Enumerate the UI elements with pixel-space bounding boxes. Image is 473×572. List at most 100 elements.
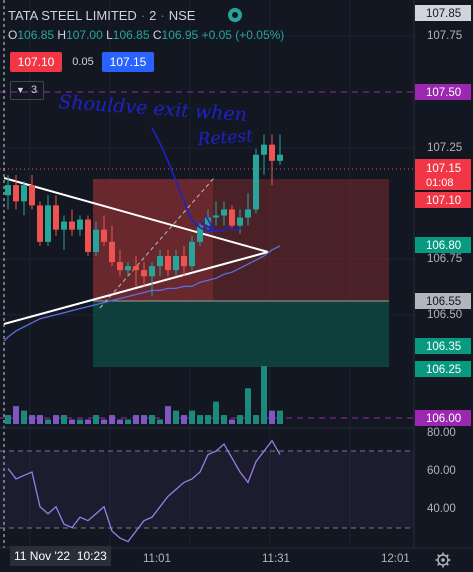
volume-bar xyxy=(109,415,115,424)
volume-bar xyxy=(117,419,123,424)
candle-body xyxy=(101,229,107,242)
chevron-down-icon: ▼ xyxy=(16,85,25,95)
buy-button[interactable]: 107.15 xyxy=(102,52,154,72)
annotation-arrow xyxy=(151,127,215,232)
target-zone[interactable] xyxy=(93,301,389,367)
annotation-text-line1: Shouldve exit when xyxy=(58,91,248,126)
handwritten-annotation[interactable] xyxy=(151,127,241,233)
lower-trendline[interactable] xyxy=(3,251,269,325)
candle-body xyxy=(77,219,83,230)
volume-bar xyxy=(213,401,219,424)
annotation-text-line2: Retest xyxy=(196,126,254,150)
price-tick-107-75: 107.75 xyxy=(427,30,462,42)
close-label: C xyxy=(152,28,162,42)
price-label-r1: 106.35 xyxy=(426,341,461,353)
upper-trendline[interactable] xyxy=(3,177,269,253)
price-label-level-mid-bg xyxy=(415,237,471,253)
candle-body xyxy=(125,266,131,271)
candle-body xyxy=(85,219,91,252)
stop-loss-zone[interactable] xyxy=(93,179,389,301)
rsi-tick-60: 60.00 xyxy=(427,465,456,477)
volume-bar xyxy=(181,415,187,424)
candle-body xyxy=(69,221,75,230)
volume-bars xyxy=(5,366,283,424)
volume-bar xyxy=(229,419,235,424)
symbol-name: TATA STEEL LIMITED xyxy=(8,8,137,23)
price-tick-107-25: 107.25 xyxy=(427,142,462,154)
market-status-icon[interactable] xyxy=(228,8,242,22)
indicators-toggle-button[interactable]: ▼ 3 xyxy=(10,81,44,100)
price-label-bid: 107.10 xyxy=(426,195,461,207)
candle-body xyxy=(229,209,235,226)
price-label-r2: 106.25 xyxy=(426,364,461,376)
price-label-bottom: 106.00 xyxy=(426,413,461,425)
sell-button[interactable]: 107.10 xyxy=(10,52,62,72)
candle-body xyxy=(157,256,163,267)
trend-dashed-line xyxy=(99,177,215,309)
candle-body xyxy=(61,221,67,230)
candle-body xyxy=(149,266,155,277)
price-label-last-bg xyxy=(415,159,471,190)
separator-dot: · xyxy=(140,8,146,23)
volume-bar xyxy=(5,415,11,424)
volume-bar xyxy=(189,410,195,424)
candle-body xyxy=(205,217,211,226)
candles[interactable] xyxy=(5,134,283,297)
volume-bar xyxy=(253,415,259,424)
cursor-date: 11 Nov '22 xyxy=(14,549,71,563)
candle-body xyxy=(245,209,251,218)
volume-bar xyxy=(245,388,251,424)
candle-body xyxy=(53,205,59,230)
rsi-tick-80: 80.00 xyxy=(427,427,456,439)
rsi-line xyxy=(7,439,281,543)
volume-bar xyxy=(45,419,51,424)
price-label-level-low-bg xyxy=(415,293,471,309)
volume-bar xyxy=(141,415,147,424)
time-tick-1201: 12:01 xyxy=(381,553,410,565)
volume-bar xyxy=(101,419,107,424)
candle-body xyxy=(213,215,219,218)
volume-bar xyxy=(53,415,59,424)
volume-bar xyxy=(133,415,139,424)
volume-bar xyxy=(77,419,83,424)
change-value: +0.05 (+0.05%) xyxy=(201,28,285,42)
volume-bar xyxy=(29,415,35,424)
price-label-last: 107.15 xyxy=(426,163,461,175)
price-label-high: 107.85 xyxy=(426,8,461,20)
rsi-polyline xyxy=(7,439,281,543)
price-label-countdown: 01:08 xyxy=(426,177,454,189)
moving-average-line xyxy=(3,245,281,342)
stop-loss-zone-inner xyxy=(93,179,213,301)
spread-value: 0.05 xyxy=(72,56,94,68)
ohlc-legend: O106.85 H107.00 L106.85 C106.95 +0.05 (+… xyxy=(8,28,284,42)
price-label-high-bg xyxy=(415,5,471,21)
candle-body xyxy=(5,185,11,196)
candle-body xyxy=(261,144,267,155)
volume-bar xyxy=(269,410,275,424)
open-value: 106.85 xyxy=(17,28,55,42)
volume-bar xyxy=(221,415,227,424)
volume-bar xyxy=(165,406,171,424)
price-label-bid-bg xyxy=(415,192,471,208)
price-label-r2-bg xyxy=(415,361,471,377)
high-value: 107.00 xyxy=(66,28,103,42)
candle-body xyxy=(141,270,147,277)
moving-average xyxy=(3,245,281,342)
price-tick-106-50: 106.50 xyxy=(427,309,462,321)
exchange-label: NSE xyxy=(168,8,196,23)
volume-bar xyxy=(149,415,155,424)
candle-body xyxy=(117,262,123,271)
time-tick-1101: 11:01 xyxy=(143,553,171,565)
volume-bar xyxy=(157,419,163,424)
candle-body xyxy=(269,144,275,161)
candle-body xyxy=(21,185,27,202)
settings-gear-icon[interactable] xyxy=(435,552,451,568)
price-tick-106-75: 106.75 xyxy=(427,253,462,265)
candle-body xyxy=(189,241,195,267)
candle-body xyxy=(221,209,227,216)
indicators-count: 3 xyxy=(31,84,38,96)
symbol-legend[interactable]: TATA STEEL LIMITED · 2 · NSE xyxy=(8,8,195,23)
volume-bar xyxy=(13,406,19,424)
price-label-r1-bg xyxy=(415,338,471,354)
